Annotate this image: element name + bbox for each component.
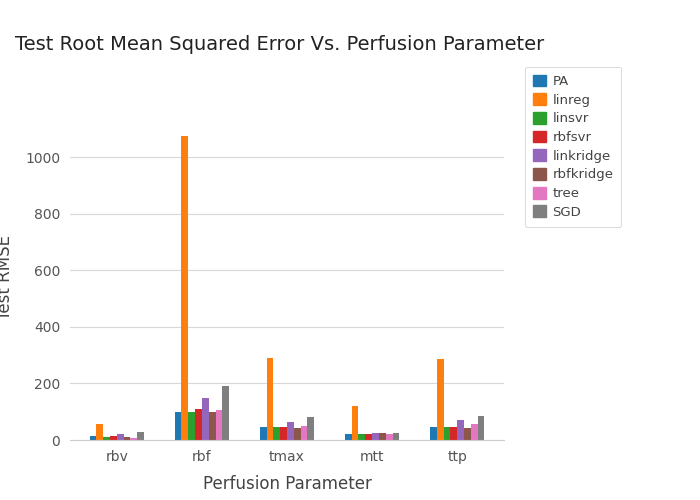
Bar bbox=[188, 412, 195, 440]
Bar bbox=[103, 437, 110, 440]
Bar bbox=[274, 428, 280, 440]
Bar bbox=[181, 136, 188, 440]
Bar bbox=[386, 434, 393, 440]
Bar bbox=[464, 428, 471, 440]
Bar bbox=[430, 428, 437, 440]
Bar bbox=[437, 360, 444, 440]
Bar bbox=[393, 433, 399, 440]
Bar bbox=[202, 398, 209, 440]
Bar bbox=[457, 420, 464, 440]
X-axis label: Perfusion Parameter: Perfusion Parameter bbox=[202, 475, 372, 493]
Bar bbox=[223, 386, 229, 440]
Bar bbox=[216, 410, 223, 440]
Bar bbox=[130, 438, 137, 440]
Bar bbox=[379, 433, 386, 440]
Bar bbox=[351, 406, 358, 440]
Bar bbox=[267, 358, 274, 440]
Legend: PA, linreg, linsvr, rbfsvr, linkridge, rbfkridge, tree, SGD: PA, linreg, linsvr, rbfsvr, linkridge, r… bbox=[524, 66, 621, 227]
Bar bbox=[209, 412, 216, 440]
Y-axis label: Test RMSE: Test RMSE bbox=[0, 235, 14, 320]
Bar bbox=[110, 436, 117, 440]
Bar bbox=[372, 433, 379, 440]
Bar bbox=[195, 409, 202, 440]
Bar bbox=[124, 436, 130, 440]
Bar bbox=[300, 426, 307, 440]
Bar bbox=[287, 422, 294, 440]
Bar bbox=[450, 428, 457, 440]
Bar bbox=[444, 428, 450, 440]
Bar bbox=[280, 428, 287, 440]
Bar bbox=[294, 428, 300, 440]
Bar bbox=[345, 434, 351, 440]
Bar bbox=[365, 434, 372, 440]
Bar bbox=[260, 428, 267, 440]
Bar bbox=[137, 432, 144, 440]
Bar bbox=[117, 434, 124, 440]
Bar bbox=[358, 434, 365, 440]
Bar bbox=[471, 424, 477, 440]
Bar bbox=[477, 416, 484, 440]
Bar bbox=[97, 424, 103, 440]
Bar bbox=[90, 436, 97, 440]
Text: Test Root Mean Squared Error Vs. Perfusion Parameter: Test Root Mean Squared Error Vs. Perfusi… bbox=[15, 35, 545, 54]
Bar bbox=[175, 412, 181, 440]
Bar bbox=[307, 418, 314, 440]
